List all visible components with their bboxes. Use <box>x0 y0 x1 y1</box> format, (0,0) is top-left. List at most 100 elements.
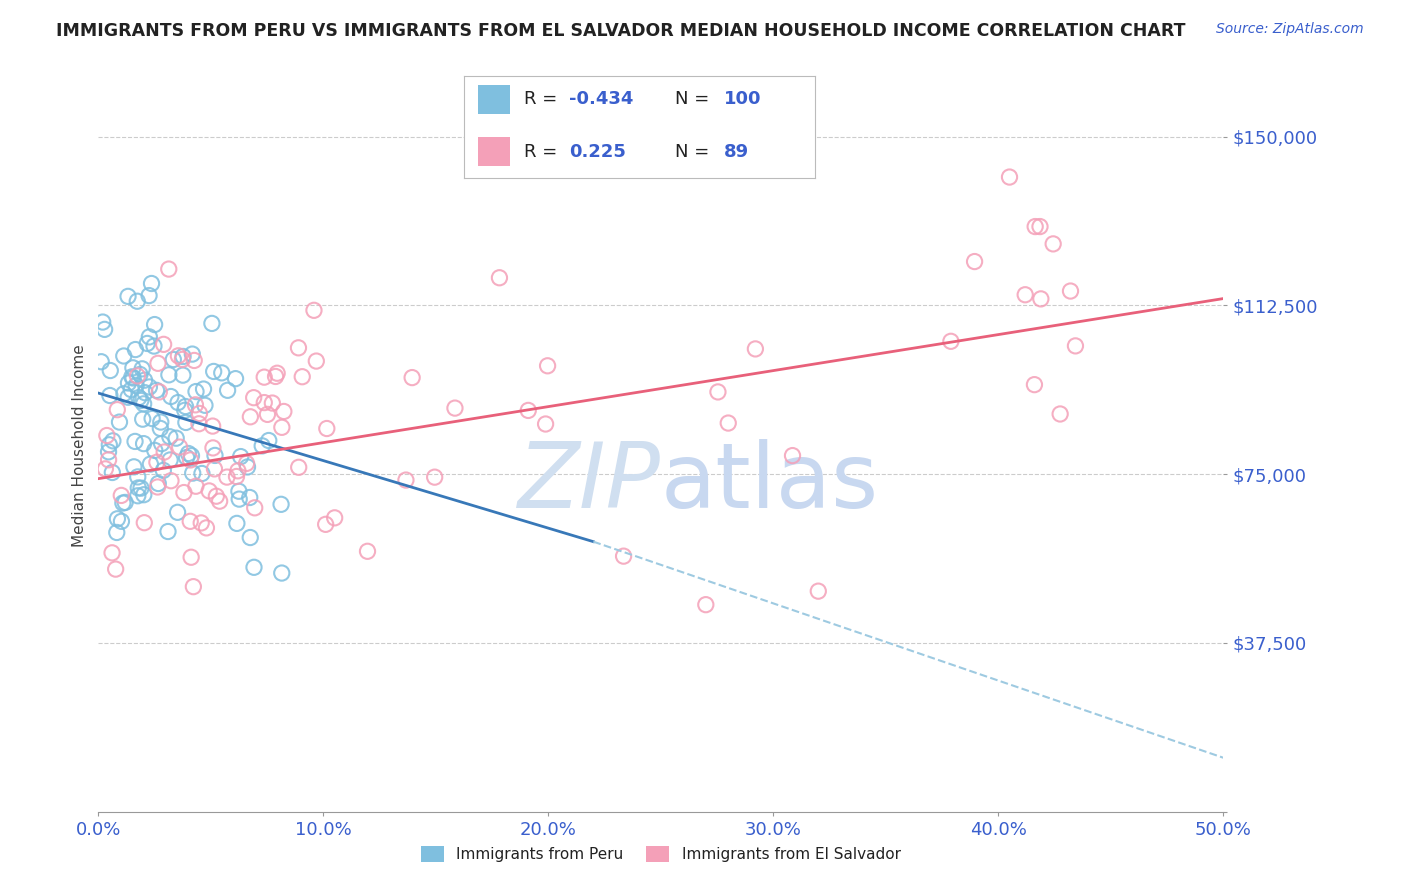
Point <box>193 382 215 396</box>
Point <box>129 368 152 382</box>
Point <box>242 391 264 405</box>
Point <box>132 397 155 411</box>
Point <box>125 378 148 392</box>
Point <box>225 516 247 531</box>
Point <box>121 369 143 384</box>
Point <box>963 254 986 268</box>
Text: 100: 100 <box>724 90 762 109</box>
Point <box>194 398 217 412</box>
Point <box>204 462 226 476</box>
Point <box>235 457 257 471</box>
Point <box>174 416 197 430</box>
Point <box>138 330 160 344</box>
Point <box>195 521 218 535</box>
Point <box>108 415 131 429</box>
Point <box>226 464 249 478</box>
Point <box>1064 339 1087 353</box>
Point <box>201 441 224 455</box>
Text: 0.225: 0.225 <box>569 143 626 161</box>
Point <box>127 481 149 495</box>
Point <box>139 457 162 471</box>
Point <box>184 398 207 412</box>
Point <box>97 452 120 467</box>
Point <box>239 491 262 505</box>
Point <box>148 476 170 491</box>
Point <box>122 459 145 474</box>
Point <box>145 384 167 398</box>
Point <box>146 455 169 469</box>
Text: R =: R = <box>524 90 562 109</box>
Point <box>117 289 139 303</box>
Point <box>176 450 198 465</box>
Point <box>181 347 204 361</box>
Point <box>141 411 163 425</box>
Point <box>998 169 1021 184</box>
Point <box>148 384 170 399</box>
Point <box>205 489 228 503</box>
Point <box>143 318 166 332</box>
Point <box>157 262 180 277</box>
Point <box>939 334 962 349</box>
Point <box>253 370 276 384</box>
Point <box>744 342 766 356</box>
Point <box>165 431 187 445</box>
Point <box>1042 236 1064 251</box>
Point <box>202 364 225 378</box>
Point <box>93 322 115 336</box>
Point <box>159 453 181 467</box>
Point <box>169 440 191 454</box>
Point <box>167 395 190 409</box>
Point <box>228 492 250 507</box>
Text: -0.434: -0.434 <box>569 90 634 109</box>
Point <box>131 361 153 376</box>
Point <box>162 352 184 367</box>
Point <box>191 467 214 481</box>
Point <box>198 483 221 498</box>
Point <box>152 337 174 351</box>
Point <box>356 544 378 558</box>
Text: IMMIGRANTS FROM PERU VS IMMIGRANTS FROM EL SALVADOR MEDIAN HOUSEHOLD INCOME CORR: IMMIGRANTS FROM PERU VS IMMIGRANTS FROM … <box>56 22 1185 40</box>
Point <box>266 366 288 380</box>
Point <box>172 368 194 383</box>
Point <box>172 350 194 364</box>
Point <box>173 403 195 417</box>
Point <box>717 416 740 430</box>
Point <box>124 434 146 449</box>
Point <box>534 417 557 431</box>
Point <box>149 415 172 429</box>
Point <box>305 354 328 368</box>
Point <box>105 525 128 540</box>
Point <box>172 352 194 367</box>
Legend: Immigrants from Peru, Immigrants from El Salvador: Immigrants from Peru, Immigrants from El… <box>413 838 908 870</box>
Point <box>160 390 183 404</box>
Point <box>173 485 195 500</box>
Point <box>152 463 174 477</box>
Point <box>262 396 284 410</box>
Point <box>256 408 278 422</box>
Point <box>179 514 201 528</box>
FancyBboxPatch shape <box>478 85 510 114</box>
Point <box>782 449 804 463</box>
Point <box>1059 284 1081 298</box>
Point <box>243 500 266 515</box>
Point <box>695 598 717 612</box>
Point <box>98 388 121 402</box>
Point <box>97 445 120 459</box>
Point <box>117 376 139 390</box>
Point <box>181 466 204 480</box>
Point <box>131 412 153 426</box>
Point <box>138 288 160 302</box>
Point <box>127 294 149 309</box>
Point <box>177 446 200 460</box>
Point <box>101 546 124 560</box>
Point <box>236 459 259 474</box>
Point <box>270 497 292 511</box>
Point <box>444 401 467 416</box>
Point <box>124 343 146 357</box>
Point <box>141 277 163 291</box>
Point <box>229 450 252 464</box>
Point <box>250 439 273 453</box>
Point <box>91 315 114 329</box>
Point <box>287 341 309 355</box>
Point <box>149 421 172 435</box>
